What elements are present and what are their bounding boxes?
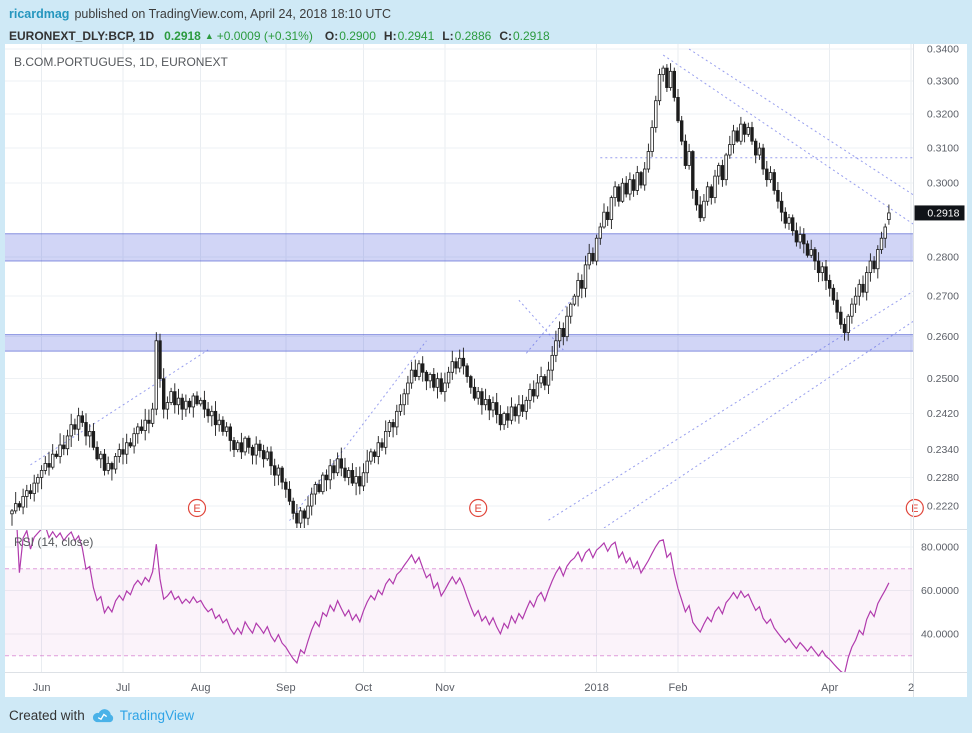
price-scale[interactable]: [914, 44, 967, 697]
svg-text:Nov: Nov: [435, 682, 455, 694]
created-with-text: Created with: [9, 707, 85, 723]
svg-text:0.3400: 0.3400: [927, 44, 959, 56]
svg-text:0.2800: 0.2800: [927, 252, 959, 264]
close-pair: C:0.2918: [499, 29, 549, 43]
svg-text:E: E: [911, 503, 918, 515]
time-scale[interactable]: [5, 672, 914, 697]
chart-canvas[interactable]: E E E0.34000.33000.32000.31000.30000.28000…: [5, 44, 967, 697]
svg-text:2018: 2018: [584, 682, 608, 694]
svg-text:Jul: Jul: [116, 682, 130, 694]
symbol-bar: EURONEXT_DLY:BCP, 1D 0.2918 ▲ +0.0009 (+…: [0, 27, 972, 44]
publish-bar: ricardmag published on TradingView.com, …: [0, 0, 972, 28]
svg-text:0.2280: 0.2280: [927, 472, 959, 484]
svg-text:0.3000: 0.3000: [927, 178, 959, 190]
high-label: H:: [383, 28, 397, 43]
open-pair: O:0.2900: [325, 29, 376, 43]
close-value: 0.2918: [512, 28, 550, 43]
low-label: L:: [442, 28, 454, 43]
high-value: 0.2941: [397, 28, 435, 43]
svg-text:Oct: Oct: [355, 682, 372, 694]
last-price-tag: 0.2918: [914, 205, 965, 221]
symbol-title: EURONEXT_DLY:BCP, 1D: [9, 28, 155, 43]
tradingview-link[interactable]: TradingView: [92, 708, 194, 723]
svg-text:E: E: [193, 503, 200, 515]
last-price: 0.2918: [164, 28, 201, 43]
close-label: C:: [499, 28, 512, 43]
svg-text:0.2700: 0.2700: [927, 291, 959, 303]
svg-text:0.2918: 0.2918: [927, 207, 959, 219]
price-change: +0.0009 (+0.31%): [216, 28, 313, 43]
author-link[interactable]: ricardmag: [9, 7, 70, 21]
open-value: 0.2900: [339, 28, 376, 43]
high-pair: H:0.2941: [384, 29, 434, 43]
candlestick-series: [10, 63, 891, 528]
svg-text:Feb: Feb: [669, 682, 688, 694]
tradingview-label: TradingView: [119, 707, 195, 723]
rsi-line: [16, 530, 890, 672]
svg-text:0.2340: 0.2340: [927, 444, 959, 456]
svg-text:Sep: Sep: [276, 682, 296, 694]
svg-text:2: 2: [908, 682, 914, 694]
svg-text:E: E: [475, 503, 482, 515]
svg-text:0.2420: 0.2420: [927, 408, 959, 420]
svg-text:0.3200: 0.3200: [927, 109, 959, 121]
publish-info: published on TradingView.com, April 24, …: [74, 7, 392, 21]
low-pair: L:0.2886: [442, 29, 491, 43]
svg-text:Jun: Jun: [33, 682, 51, 694]
svg-text:Apr: Apr: [821, 682, 838, 694]
chart-panel: E E E 0.3400 0.3300 0.3200 0.3100 0.3000 0.2800 0…: [5, 44, 967, 697]
axis-labels: 0.3400 0.3300 0.3200 0.3100 0.3000 0.2800 0.27…: [33, 44, 959, 694]
svg-text:80.0000: 80.0000: [921, 542, 959, 554]
trendlines: [30, 48, 913, 528]
attribution-bar: Created with TradingView: [0, 697, 972, 733]
price-bands: [5, 233, 913, 352]
svg-text:0.3100: 0.3100: [927, 143, 959, 155]
svg-text:0.2220: 0.2220: [927, 501, 959, 513]
svg-text:Aug: Aug: [191, 682, 211, 694]
tradingview-logo-icon: [92, 708, 113, 722]
up-arrow-icon: ▲: [204, 30, 214, 41]
open-label: O:: [324, 28, 339, 43]
svg-text:0.2500: 0.2500: [927, 373, 959, 385]
svg-text:0.3300: 0.3300: [927, 76, 959, 88]
svg-text:40.0000: 40.0000: [921, 629, 959, 641]
svg-text:60.0000: 60.0000: [921, 585, 959, 597]
rsi-pane: [5, 530, 913, 672]
svg-text:0.2600: 0.2600: [927, 331, 959, 343]
low-value: 0.2886: [454, 28, 492, 43]
